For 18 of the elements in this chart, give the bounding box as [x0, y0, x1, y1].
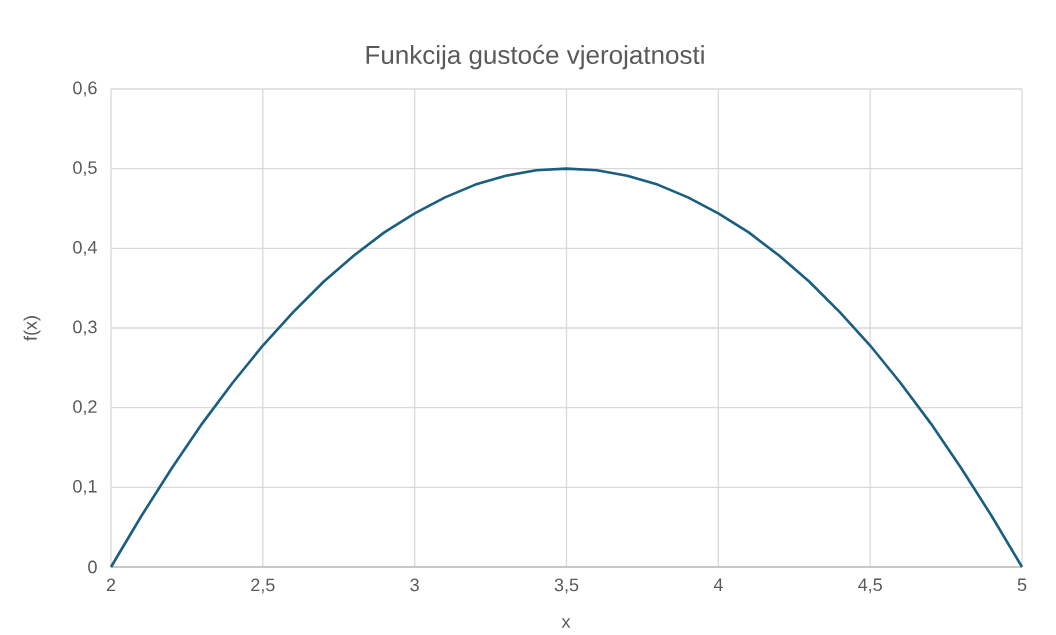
y-tick-label: 0,1 — [73, 479, 97, 495]
y-axis-title: f(x) — [23, 316, 41, 341]
x-axis-title: x — [561, 618, 571, 628]
x-tick-label: 4,5 — [858, 578, 882, 594]
line-series — [109, 167, 1024, 569]
y-tick-label: 0,5 — [73, 161, 97, 177]
chart-title: Funkcija gustoće vjerojatnosti — [366, 44, 704, 70]
y-tick-label: 0,2 — [73, 400, 97, 416]
y-tick-label: 0 — [88, 560, 97, 574]
x-tick-label: 2,5 — [251, 578, 275, 594]
x-tick-label: 4 — [713, 578, 723, 591]
y-tick-label: 0,6 — [73, 81, 97, 97]
x-tick-label: 2 — [106, 578, 116, 592]
y-tick-label: 0,4 — [73, 240, 97, 256]
x-tick-label: 5 — [1017, 578, 1027, 592]
x-tick-label: 3,5 — [554, 578, 579, 594]
x-tick-label: 3 — [410, 578, 419, 592]
y-tick-label: 0,3 — [73, 320, 97, 336]
